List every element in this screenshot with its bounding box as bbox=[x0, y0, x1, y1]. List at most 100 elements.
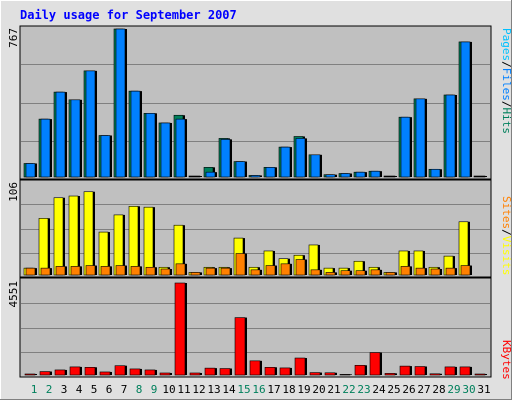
visits-bar bbox=[143, 206, 154, 276]
x-tick-label: 26 bbox=[402, 383, 415, 396]
files-bar bbox=[460, 41, 471, 178]
sites-bar bbox=[115, 265, 126, 276]
x-tick-label: 21 bbox=[327, 383, 340, 396]
visits-panel bbox=[19, 179, 492, 278]
files-bar bbox=[40, 118, 51, 178]
files-bar bbox=[205, 171, 216, 178]
files-bar bbox=[340, 173, 351, 178]
x-tick-label: 1 bbox=[31, 383, 38, 396]
kbytes-bar bbox=[144, 369, 156, 376]
sites-bar bbox=[40, 267, 51, 276]
sites-bar bbox=[160, 268, 171, 276]
x-tick-label: 30 bbox=[462, 383, 475, 396]
visits-bar bbox=[128, 206, 139, 276]
x-tick-label: 28 bbox=[432, 383, 445, 396]
x-tick-label: 11 bbox=[177, 383, 190, 396]
visits-ymax-label: 106 bbox=[7, 182, 20, 202]
kbytes-bar bbox=[174, 282, 186, 376]
files-bar bbox=[400, 116, 411, 178]
sites-bar bbox=[130, 266, 141, 276]
sites-bar bbox=[340, 270, 351, 276]
files-bar bbox=[25, 163, 36, 178]
x-tick-label: 27 bbox=[417, 383, 430, 396]
sites-bar bbox=[235, 253, 246, 276]
files-bar bbox=[265, 167, 276, 178]
files-bar bbox=[355, 171, 366, 178]
kbytes-bar bbox=[39, 371, 51, 376]
x-tick-label: 7 bbox=[121, 383, 128, 396]
kbytes-bar bbox=[159, 372, 171, 376]
kbytes-panel bbox=[19, 277, 492, 378]
files-bar bbox=[250, 175, 261, 178]
x-tick-label: 4 bbox=[76, 383, 83, 396]
kbytes-bar bbox=[189, 372, 201, 376]
sites-bar bbox=[400, 266, 411, 276]
files-bar bbox=[160, 122, 171, 178]
kbytes-bar bbox=[429, 373, 441, 376]
hits-bar bbox=[188, 175, 201, 178]
kbytes-bar bbox=[84, 367, 96, 376]
files-bar bbox=[280, 146, 291, 178]
kbytes-bar bbox=[459, 366, 471, 376]
legend-sites: Sites bbox=[500, 196, 512, 229]
legend-pages: Pages bbox=[500, 28, 512, 61]
kbytes-bar bbox=[249, 360, 261, 376]
kbytes-bar bbox=[414, 366, 426, 376]
files-bar bbox=[295, 138, 306, 178]
sites-bar bbox=[220, 267, 231, 276]
legend-files: Files bbox=[500, 68, 512, 101]
files-bar bbox=[55, 91, 66, 178]
files-bar bbox=[445, 94, 456, 178]
visits-bar bbox=[38, 218, 49, 276]
sites-bar bbox=[70, 266, 81, 276]
sites-bar bbox=[430, 268, 441, 276]
files-bar bbox=[415, 98, 426, 178]
legend-middle: Sites/Visits bbox=[500, 196, 512, 276]
visits-bar bbox=[53, 197, 64, 276]
files-bar bbox=[235, 161, 246, 178]
kbytes-bar bbox=[294, 357, 306, 376]
sites-bar bbox=[205, 267, 216, 276]
files-bar bbox=[175, 118, 186, 178]
x-tick-label: 6 bbox=[106, 383, 113, 396]
sites-bar bbox=[55, 266, 66, 276]
files-bar bbox=[130, 90, 141, 178]
sites-bar bbox=[100, 266, 111, 276]
x-tick-label: 2 bbox=[46, 383, 53, 396]
x-tick-label: 16 bbox=[252, 383, 265, 396]
kbytes-ymax-label: 4551 bbox=[7, 281, 20, 308]
kbytes-bar bbox=[339, 374, 351, 376]
x-tick-label: 31 bbox=[477, 383, 490, 396]
sites-bar bbox=[25, 267, 36, 276]
kbytes-bar bbox=[99, 371, 111, 376]
sites-bar bbox=[175, 263, 186, 276]
kbytes-bar bbox=[384, 373, 396, 376]
sites-bar bbox=[370, 269, 381, 276]
kbytes-bar bbox=[324, 372, 336, 376]
kbytes-bar bbox=[279, 367, 291, 376]
sites-bar bbox=[460, 265, 471, 276]
files-bar bbox=[70, 99, 81, 178]
legend-top: Pages/Files/Hits bbox=[500, 28, 512, 134]
files-bar bbox=[220, 139, 231, 178]
files-bar bbox=[85, 70, 96, 178]
hits-bar bbox=[473, 175, 486, 178]
kbytes-bar bbox=[354, 364, 366, 376]
sites-bar bbox=[265, 265, 276, 276]
sites-bar bbox=[85, 265, 96, 276]
kbytes-bar bbox=[204, 367, 216, 376]
kbytes-bar bbox=[264, 367, 276, 376]
x-tick-label: 18 bbox=[282, 383, 295, 396]
sites-bar bbox=[250, 269, 261, 276]
kbytes-bar bbox=[309, 372, 321, 376]
x-tick-label: 12 bbox=[192, 383, 205, 396]
sites-bar bbox=[280, 263, 291, 276]
x-tick-label: 5 bbox=[91, 383, 98, 396]
kbytes-bar bbox=[129, 368, 141, 376]
sites-bar bbox=[295, 259, 306, 276]
x-tick-label: 13 bbox=[207, 383, 220, 396]
files-bar bbox=[310, 154, 321, 178]
x-tick-label: 3 bbox=[61, 383, 68, 396]
files-bar bbox=[370, 170, 381, 178]
